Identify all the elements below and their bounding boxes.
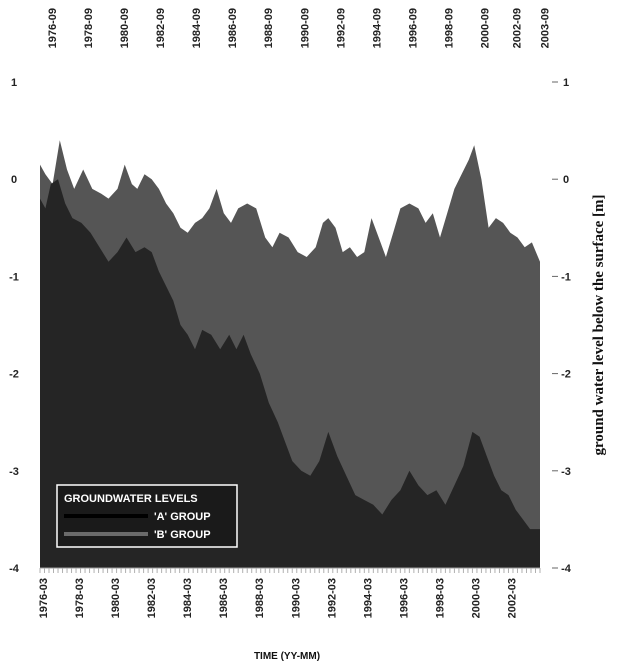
x-tick-label-bottom: 1990-03 <box>290 578 302 618</box>
x-tick-label-bottom: 1986-03 <box>218 578 230 618</box>
x-tick-label-top: 2003-09 <box>540 8 552 48</box>
y-tick-label-left: -3 <box>9 466 19 478</box>
y-tick-label-left: 1 <box>11 77 17 89</box>
x-tick-label-top: 2002-09 <box>512 8 524 48</box>
x-tick-label-top: 1986-09 <box>227 8 239 48</box>
x-tick-label-top: 1996-09 <box>407 8 419 48</box>
y-tick-label-right: -3 <box>561 466 571 478</box>
x-tick-label-bottom: 2000-03 <box>470 578 482 618</box>
x-axis-label: TIME (YY-MM) <box>254 651 320 662</box>
x-tick-label-bottom: 1976-03 <box>38 578 50 618</box>
legend-label-a: 'A' GROUP <box>154 511 211 523</box>
y-tick-label-right: 0 <box>563 174 569 186</box>
legend-title: GROUNDWATER LEVELS <box>64 493 198 505</box>
x-tick-label-top: 1998-09 <box>443 8 455 48</box>
y-ticks-right: 1 0 -1 -2 -3 -4 <box>552 77 572 575</box>
x-tick-label-bottom: 1982-03 <box>146 578 158 618</box>
x-tick-label-top: 2000-09 <box>479 8 491 48</box>
x-ticks-bottom: 1976-03 1978-03 1980-03 1982-03 1984-03 1986-… <box>38 578 519 618</box>
y-tick-label-right: -1 <box>561 271 571 283</box>
x-tick-label-top: 1982-09 <box>155 8 167 48</box>
series-a-area <box>40 179 540 568</box>
y-tick-label-right: -4 <box>561 563 572 575</box>
y-ticks-left: 1 0 -1 -2 -3 -4 <box>9 77 20 575</box>
x-tick-label-bottom: 1998-03 <box>434 578 446 618</box>
legend: GROUNDWATER LEVELS 'A' GROUP 'B' GROUP <box>56 484 238 548</box>
x-tick-label-top: 1978-09 <box>83 8 95 48</box>
x-tick-label-bottom: 2002-03 <box>507 578 519 618</box>
x-tick-label-bottom: 1978-03 <box>74 578 86 618</box>
x-tick-label-top: 1988-09 <box>263 8 275 48</box>
x-tick-label-top: 1994-09 <box>371 8 383 48</box>
x-ticks-top: 1976-09 1978-09 1980-09 1982-09 1984-09 1986-… <box>47 8 552 48</box>
y-axis-label: ground water level below the surface [m] <box>591 194 607 455</box>
x-tick-label-bottom: 1980-03 <box>110 578 122 618</box>
x-tick-label-bottom: 1984-03 <box>182 578 194 618</box>
x-tick-label-top: 1992-09 <box>335 8 347 48</box>
x-tick-label-top: 1990-09 <box>299 8 311 48</box>
x-tick-label-top: 1980-09 <box>119 8 131 48</box>
x-tick-label-bottom: 1992-03 <box>326 578 338 618</box>
axes-layer <box>39 567 541 573</box>
y-tick-label-right: -2 <box>561 369 571 381</box>
x-tick-label-top: 1976-09 <box>47 8 59 48</box>
x-tick-label-bottom: 1988-03 <box>254 578 266 618</box>
x-tick-label-bottom: 1994-03 <box>362 578 374 618</box>
series-layer <box>40 140 540 569</box>
legend-label-b: 'B' GROUP <box>154 529 211 541</box>
y-tick-label-left: -2 <box>9 369 19 381</box>
x-tick-label-top: 1984-09 <box>191 8 203 48</box>
y-tick-label-left: 0 <box>11 174 17 186</box>
y-tick-label-left: -1 <box>9 271 19 283</box>
y-tick-label-left: -4 <box>9 563 20 575</box>
y-tick-label-right: 1 <box>563 77 569 89</box>
x-tick-label-bottom: 1996-03 <box>398 578 410 618</box>
